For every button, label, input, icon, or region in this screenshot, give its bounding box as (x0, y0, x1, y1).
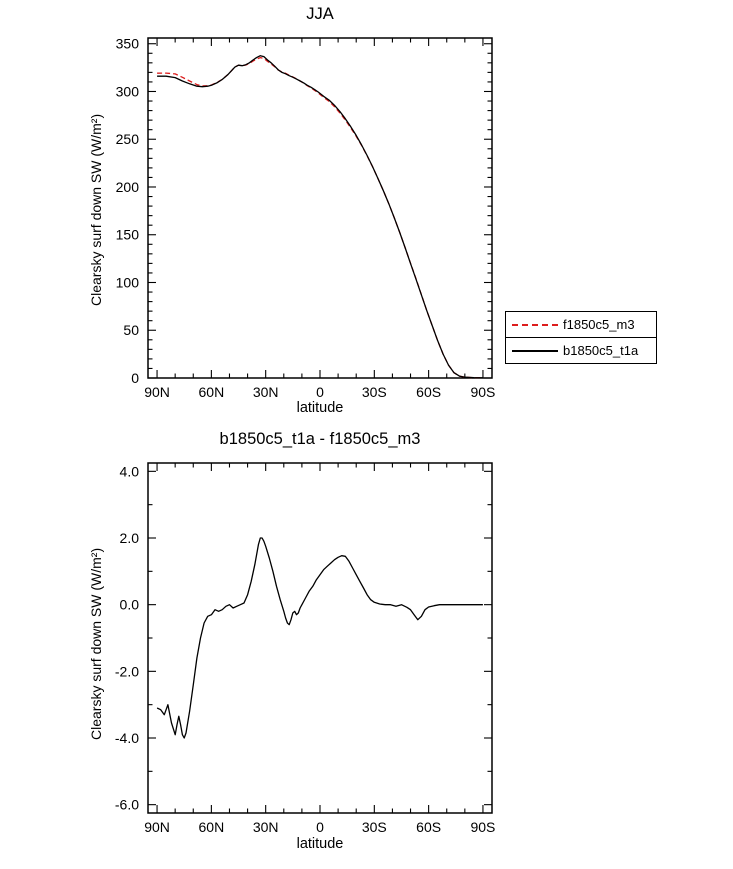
svg-text:-4.0: -4.0 (115, 730, 139, 746)
svg-text:-2.0: -2.0 (115, 663, 139, 679)
top-chart-xaxis-label: latitude (296, 400, 344, 416)
svg-text:-6.0: -6.0 (115, 797, 139, 813)
svg-text:4.0: 4.0 (120, 463, 140, 479)
svg-text:90S: 90S (470, 819, 495, 835)
svg-text:30S: 30S (362, 384, 387, 400)
svg-text:0.0: 0.0 (120, 597, 140, 613)
svg-text:350: 350 (116, 36, 140, 52)
svg-text:60N: 60N (199, 819, 225, 835)
svg-text:0: 0 (316, 819, 324, 835)
svg-text:2.0: 2.0 (120, 530, 140, 546)
svg-text:90N: 90N (144, 384, 170, 400)
bottom-chart-xaxis-label: latitude (296, 836, 344, 852)
red-dashed-line-sample (512, 323, 558, 326)
svg-text:50: 50 (123, 322, 139, 338)
svg-text:30N: 30N (253, 819, 279, 835)
svg-text:200: 200 (116, 179, 140, 195)
svg-text:0: 0 (131, 370, 139, 386)
legend-label-b1850c5-t1a: b1850c5_t1a (563, 343, 639, 358)
black-solid-line-sample (512, 349, 558, 352)
svg-text:90N: 90N (144, 819, 170, 835)
svg-text:150: 150 (116, 227, 140, 243)
legend-item-b1850c5-t1a: b1850c5_t1a (505, 337, 657, 364)
svg-text:250: 250 (116, 131, 140, 147)
svg-text:100: 100 (116, 274, 140, 290)
top-chart-yaxis-label: Clearsky surf down SW (W/m²) (88, 113, 104, 306)
legend-label-f1850c5-m3: f1850c5_m3 (563, 317, 635, 332)
svg-text:30N: 30N (253, 384, 279, 400)
svg-text:90S: 90S (470, 384, 495, 400)
legend-item-f1850c5-m3: f1850c5_m3 (505, 311, 657, 338)
svg-text:0: 0 (316, 384, 324, 400)
legend: f1850c5_m3 b1850c5_t1a (505, 311, 657, 364)
svg-text:60S: 60S (416, 384, 441, 400)
svg-text:60S: 60S (416, 819, 441, 835)
svg-text:300: 300 (116, 83, 140, 99)
svg-text:30S: 30S (362, 819, 387, 835)
bottom-chart-title: b1850c5_t1a - f1850c5_m3 (219, 430, 421, 448)
svg-text:60N: 60N (199, 384, 225, 400)
top-chart-title: JJA (306, 5, 334, 23)
bottom-chart-yaxis-label: Clearsky surf down SW (W/m²) (88, 547, 104, 740)
